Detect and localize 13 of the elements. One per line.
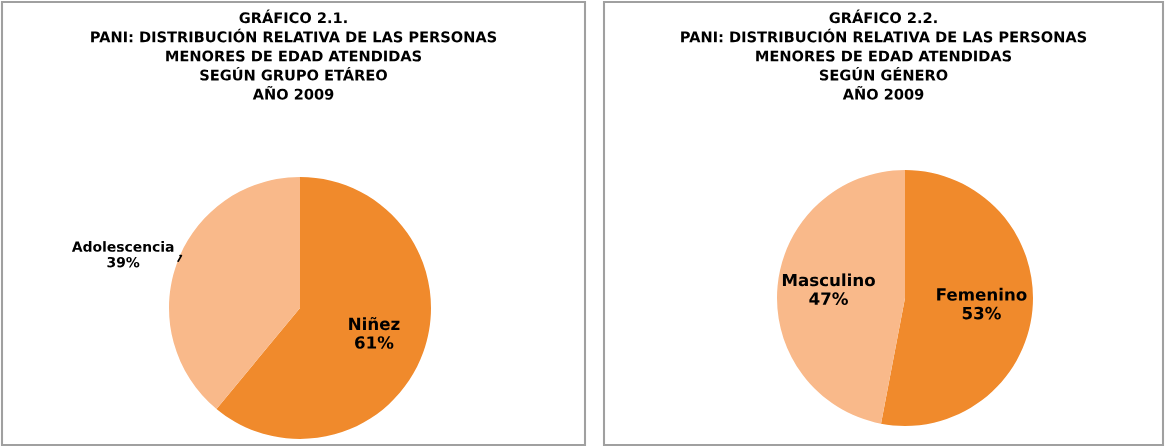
chart-title: GRÁFICO 2.1. PANI: DISTRIBUCIÓN RELATIVA DE LAS PERSONAS MENORES DE EDAD ATENDIDAS SEGÚN GRUPO ETÁREO AÑO 2009 (91, 9, 497, 100)
pie-slice (216, 177, 431, 439)
data-label: 39% (107, 256, 140, 268)
chart-title: GRÁFICO 2.2. PANI: DISTRIBUCIÓN RELATIVA DE LAS PERSONAS MENORES DE EDAD ATENDIDAS SEGÚN GÉNERO AÑO 2009 (681, 9, 1087, 100)
data-label: 53% (962, 306, 1001, 320)
slice-label: Adolescencia (71, 241, 174, 252)
data-label: 61% (355, 336, 394, 349)
slice-label: Femenino (937, 287, 1027, 301)
slice-label: Masculino (782, 273, 875, 287)
slice-label: Niñez (349, 316, 400, 331)
pie-slice (777, 170, 905, 424)
pie-slice (881, 170, 1033, 426)
data-label: 47% (809, 292, 848, 305)
